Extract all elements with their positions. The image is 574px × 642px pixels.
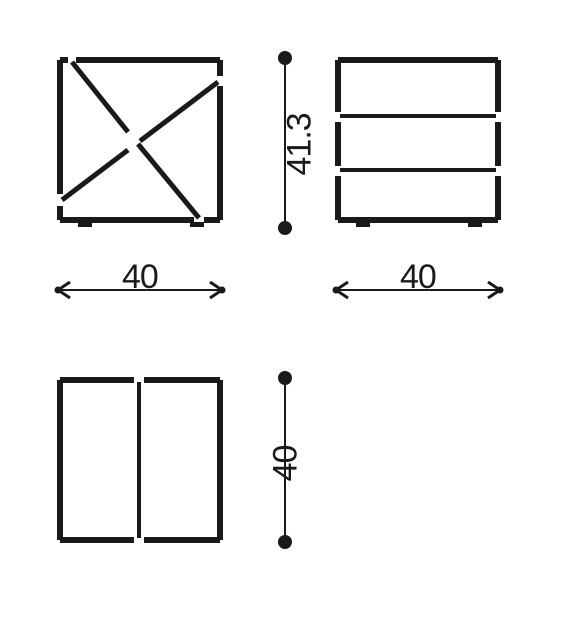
- dim-height-label: 41.3: [281, 116, 320, 176]
- dim-width-right-label: 40: [400, 258, 436, 297]
- top-view: [60, 380, 220, 540]
- diagram-canvas: [0, 0, 574, 642]
- dim-depth-label: 40: [267, 444, 306, 484]
- side-view: [338, 60, 498, 227]
- dim-width-left-label: 40: [122, 258, 158, 297]
- front-view: [60, 60, 220, 227]
